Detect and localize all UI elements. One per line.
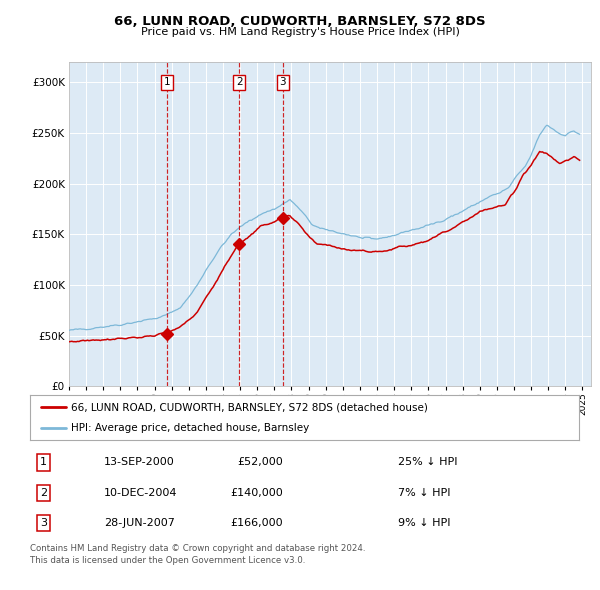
Text: £140,000: £140,000	[230, 488, 283, 497]
Text: 66, LUNN ROAD, CUDWORTH, BARNSLEY, S72 8DS (detached house): 66, LUNN ROAD, CUDWORTH, BARNSLEY, S72 8…	[71, 402, 428, 412]
Text: HPI: Average price, detached house, Barnsley: HPI: Average price, detached house, Barn…	[71, 422, 310, 432]
Text: 2: 2	[40, 488, 47, 497]
Text: Contains HM Land Registry data © Crown copyright and database right 2024.
This d: Contains HM Land Registry data © Crown c…	[30, 544, 365, 565]
Text: 25% ↓ HPI: 25% ↓ HPI	[398, 457, 457, 467]
Text: 13-SEP-2000: 13-SEP-2000	[104, 457, 175, 467]
Text: 1: 1	[40, 457, 47, 467]
Text: 10-DEC-2004: 10-DEC-2004	[104, 488, 178, 497]
Text: £52,000: £52,000	[237, 457, 283, 467]
Text: £166,000: £166,000	[230, 518, 283, 528]
Text: 1: 1	[163, 77, 170, 87]
Text: Price paid vs. HM Land Registry's House Price Index (HPI): Price paid vs. HM Land Registry's House …	[140, 27, 460, 37]
Text: 3: 3	[280, 77, 286, 87]
Text: 66, LUNN ROAD, CUDWORTH, BARNSLEY, S72 8DS: 66, LUNN ROAD, CUDWORTH, BARNSLEY, S72 8…	[114, 15, 486, 28]
Text: 2: 2	[236, 77, 242, 87]
Text: 3: 3	[40, 518, 47, 528]
Text: 28-JUN-2007: 28-JUN-2007	[104, 518, 175, 528]
Text: 9% ↓ HPI: 9% ↓ HPI	[398, 518, 451, 528]
Text: 7% ↓ HPI: 7% ↓ HPI	[398, 488, 451, 497]
